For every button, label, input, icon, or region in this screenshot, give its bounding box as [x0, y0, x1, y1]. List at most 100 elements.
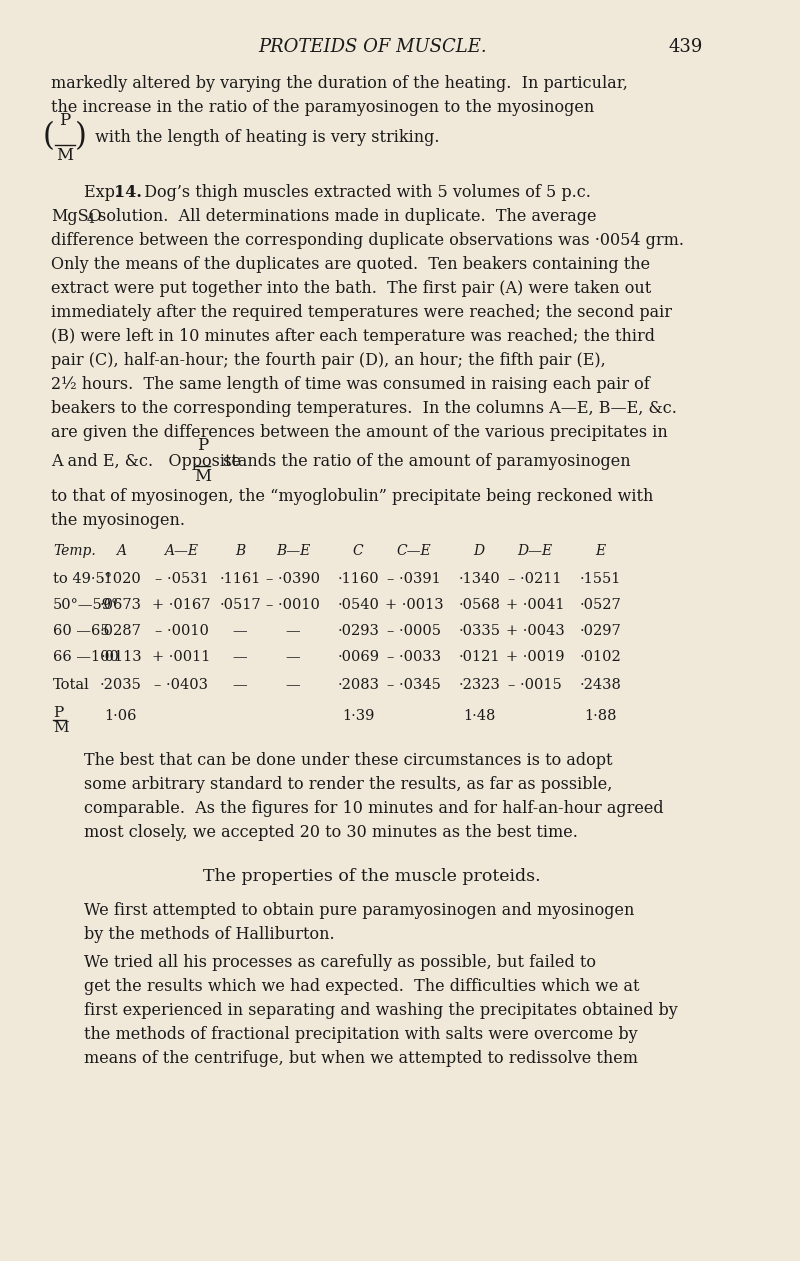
Text: extract were put together into the bath.  The first pair (A) were taken out: extract were put together into the bath.…	[51, 280, 651, 298]
Text: + ·0043: + ·0043	[506, 624, 564, 638]
Text: – ·0345: – ·0345	[387, 678, 441, 692]
Text: P: P	[53, 706, 63, 720]
Text: – ·0390: – ·0390	[266, 572, 320, 586]
Text: – ·0010: – ·0010	[266, 598, 320, 612]
Text: A—E: A—E	[165, 543, 198, 559]
Text: + ·0019: + ·0019	[506, 649, 564, 665]
Text: comparable.  As the figures for 10 minutes and for half-an-hour agreed: comparable. As the figures for 10 minute…	[84, 799, 663, 817]
Text: with the length of heating is very striking.: with the length of heating is very strik…	[90, 129, 440, 145]
Text: 1·06: 1·06	[105, 709, 138, 723]
Text: ·0527: ·0527	[579, 598, 621, 612]
Text: ·2438: ·2438	[579, 678, 621, 692]
Text: 60 —65: 60 —65	[53, 624, 110, 638]
Text: immediately after the required temperatures were reached; the second pair: immediately after the required temperatu…	[51, 304, 672, 322]
Text: (B) were left in 10 minutes after each temperature was reached; the third: (B) were left in 10 minutes after each t…	[51, 328, 655, 346]
Text: We tried all his processes as carefully as possible, but failed to: We tried all his processes as carefully …	[84, 955, 596, 971]
Text: —: —	[286, 624, 301, 638]
Text: ·0102: ·0102	[579, 649, 621, 665]
Text: ·2035: ·2035	[100, 678, 142, 692]
Text: ·0069: ·0069	[338, 649, 379, 665]
Text: —: —	[233, 678, 247, 692]
Text: 1·39: 1·39	[342, 709, 374, 723]
Text: ·0287: ·0287	[100, 624, 142, 638]
Text: D—E: D—E	[518, 543, 553, 559]
Text: E: E	[595, 543, 606, 559]
Text: – ·0010: – ·0010	[154, 624, 208, 638]
Text: pair (C), half-an-hour; the fourth pair (D), an hour; the fifth pair (E),: pair (C), half-an-hour; the fourth pair …	[51, 352, 606, 369]
Text: ·0113: ·0113	[100, 649, 142, 665]
Text: ·1340: ·1340	[458, 572, 500, 586]
Text: ·0568: ·0568	[458, 598, 500, 612]
Text: M: M	[57, 148, 74, 164]
Text: P: P	[59, 112, 70, 129]
Text: 66 —100: 66 —100	[53, 649, 119, 665]
Text: first experienced in separating and washing the precipitates obtained by: first experienced in separating and wash…	[84, 1002, 678, 1019]
Text: the myosinogen.: the myosinogen.	[51, 512, 185, 530]
Text: ·0540: ·0540	[338, 598, 379, 612]
Text: —: —	[286, 678, 301, 692]
Text: to that of myosinogen, the “myoglobulin” precipitate being reckoned with: to that of myosinogen, the “myoglobulin”…	[51, 488, 654, 504]
Text: Exp.: Exp.	[84, 184, 125, 200]
Text: 1·48: 1·48	[463, 709, 495, 723]
Text: ·1020: ·1020	[100, 572, 142, 586]
Text: MgSO: MgSO	[51, 208, 102, 224]
Text: M: M	[194, 468, 211, 485]
Text: The properties of the muscle proteids.: The properties of the muscle proteids.	[203, 868, 541, 885]
Text: ·0121: ·0121	[458, 649, 500, 665]
Text: most closely, we accepted 20 to 30 minutes as the best time.: most closely, we accepted 20 to 30 minut…	[84, 823, 578, 841]
Text: B—E: B—E	[276, 543, 310, 559]
Text: means of the centrifuge, but when we attempted to redissolve them: means of the centrifuge, but when we att…	[84, 1050, 638, 1067]
Text: Dog’s thigh muscles extracted with 5 volumes of 5 p.c.: Dog’s thigh muscles extracted with 5 vol…	[134, 184, 591, 200]
Text: 4: 4	[86, 213, 94, 226]
Text: + ·0167: + ·0167	[152, 598, 210, 612]
Text: Only the means of the duplicates are quoted.  Ten beakers containing the: Only the means of the duplicates are quo…	[51, 256, 650, 272]
Text: markedly altered by varying the duration of the heating.  In particular,: markedly altered by varying the duration…	[51, 74, 628, 92]
Text: 2½ hours.  The same length of time was consumed in raising each pair of: 2½ hours. The same length of time was co…	[51, 376, 650, 393]
Text: ·2083: ·2083	[338, 678, 379, 692]
Text: 1·88: 1·88	[584, 709, 617, 723]
Text: ·0335: ·0335	[458, 624, 500, 638]
Text: M: M	[53, 721, 69, 735]
Text: + ·0041: + ·0041	[506, 598, 564, 612]
Text: —: —	[286, 649, 301, 665]
Text: – ·0005: – ·0005	[387, 624, 441, 638]
Text: ·2323: ·2323	[458, 678, 500, 692]
Text: difference between the corresponding duplicate observations was ·0054 grm.: difference between the corresponding dup…	[51, 232, 684, 248]
Text: 439: 439	[668, 38, 702, 55]
Text: the increase in the ratio of the paramyosinogen to the myosinogen: the increase in the ratio of the paramyo…	[51, 100, 594, 116]
Text: + ·0011: + ·0011	[152, 649, 210, 665]
Text: to 49·5°: to 49·5°	[53, 572, 112, 586]
Text: ): )	[75, 121, 87, 153]
Text: stands the ratio of the amount of paramyosinogen: stands the ratio of the amount of paramy…	[218, 454, 630, 470]
Text: C: C	[353, 543, 363, 559]
Text: ·1161: ·1161	[219, 572, 261, 586]
Text: – ·0015: – ·0015	[508, 678, 562, 692]
Text: ·0673: ·0673	[100, 598, 142, 612]
Text: ·0297: ·0297	[579, 624, 621, 638]
Text: —: —	[233, 649, 247, 665]
Text: – ·0391: – ·0391	[387, 572, 441, 586]
Text: some arbitrary standard to render the results, as far as possible,: some arbitrary standard to render the re…	[84, 776, 612, 793]
Text: Total: Total	[53, 678, 90, 692]
Text: 50°—59°: 50°—59°	[53, 598, 119, 612]
Text: by the methods of Halliburton.: by the methods of Halliburton.	[84, 926, 334, 943]
Text: B: B	[235, 543, 245, 559]
Text: (: (	[42, 121, 54, 153]
Text: ·0517: ·0517	[219, 598, 261, 612]
Text: – ·0211: – ·0211	[508, 572, 562, 586]
Text: ·1160: ·1160	[338, 572, 379, 586]
Text: – ·0033: – ·0033	[387, 649, 441, 665]
Text: beakers to the corresponding temperatures.  In the columns A—E, B—E, &c.: beakers to the corresponding temperature…	[51, 400, 677, 417]
Text: We first attempted to obtain pure paramyosinogen and myosinogen: We first attempted to obtain pure paramy…	[84, 902, 634, 919]
Text: A and E, &c.   Opposite: A and E, &c. Opposite	[51, 454, 246, 470]
Text: 14.: 14.	[114, 184, 142, 200]
Text: C—E: C—E	[397, 543, 431, 559]
Text: solution.  All determinations made in duplicate.  The average: solution. All determinations made in dup…	[93, 208, 597, 224]
Text: A: A	[116, 543, 126, 559]
Text: the methods of fractional precipitation with salts were overcome by: the methods of fractional precipitation …	[84, 1026, 638, 1043]
Text: PROTEIDS OF MUSCLE.: PROTEIDS OF MUSCLE.	[258, 38, 486, 55]
Text: D: D	[474, 543, 485, 559]
Text: – ·0531: – ·0531	[154, 572, 208, 586]
Text: are given the differences between the amount of the various precipitates in: are given the differences between the am…	[51, 424, 668, 441]
Text: P: P	[198, 438, 209, 454]
